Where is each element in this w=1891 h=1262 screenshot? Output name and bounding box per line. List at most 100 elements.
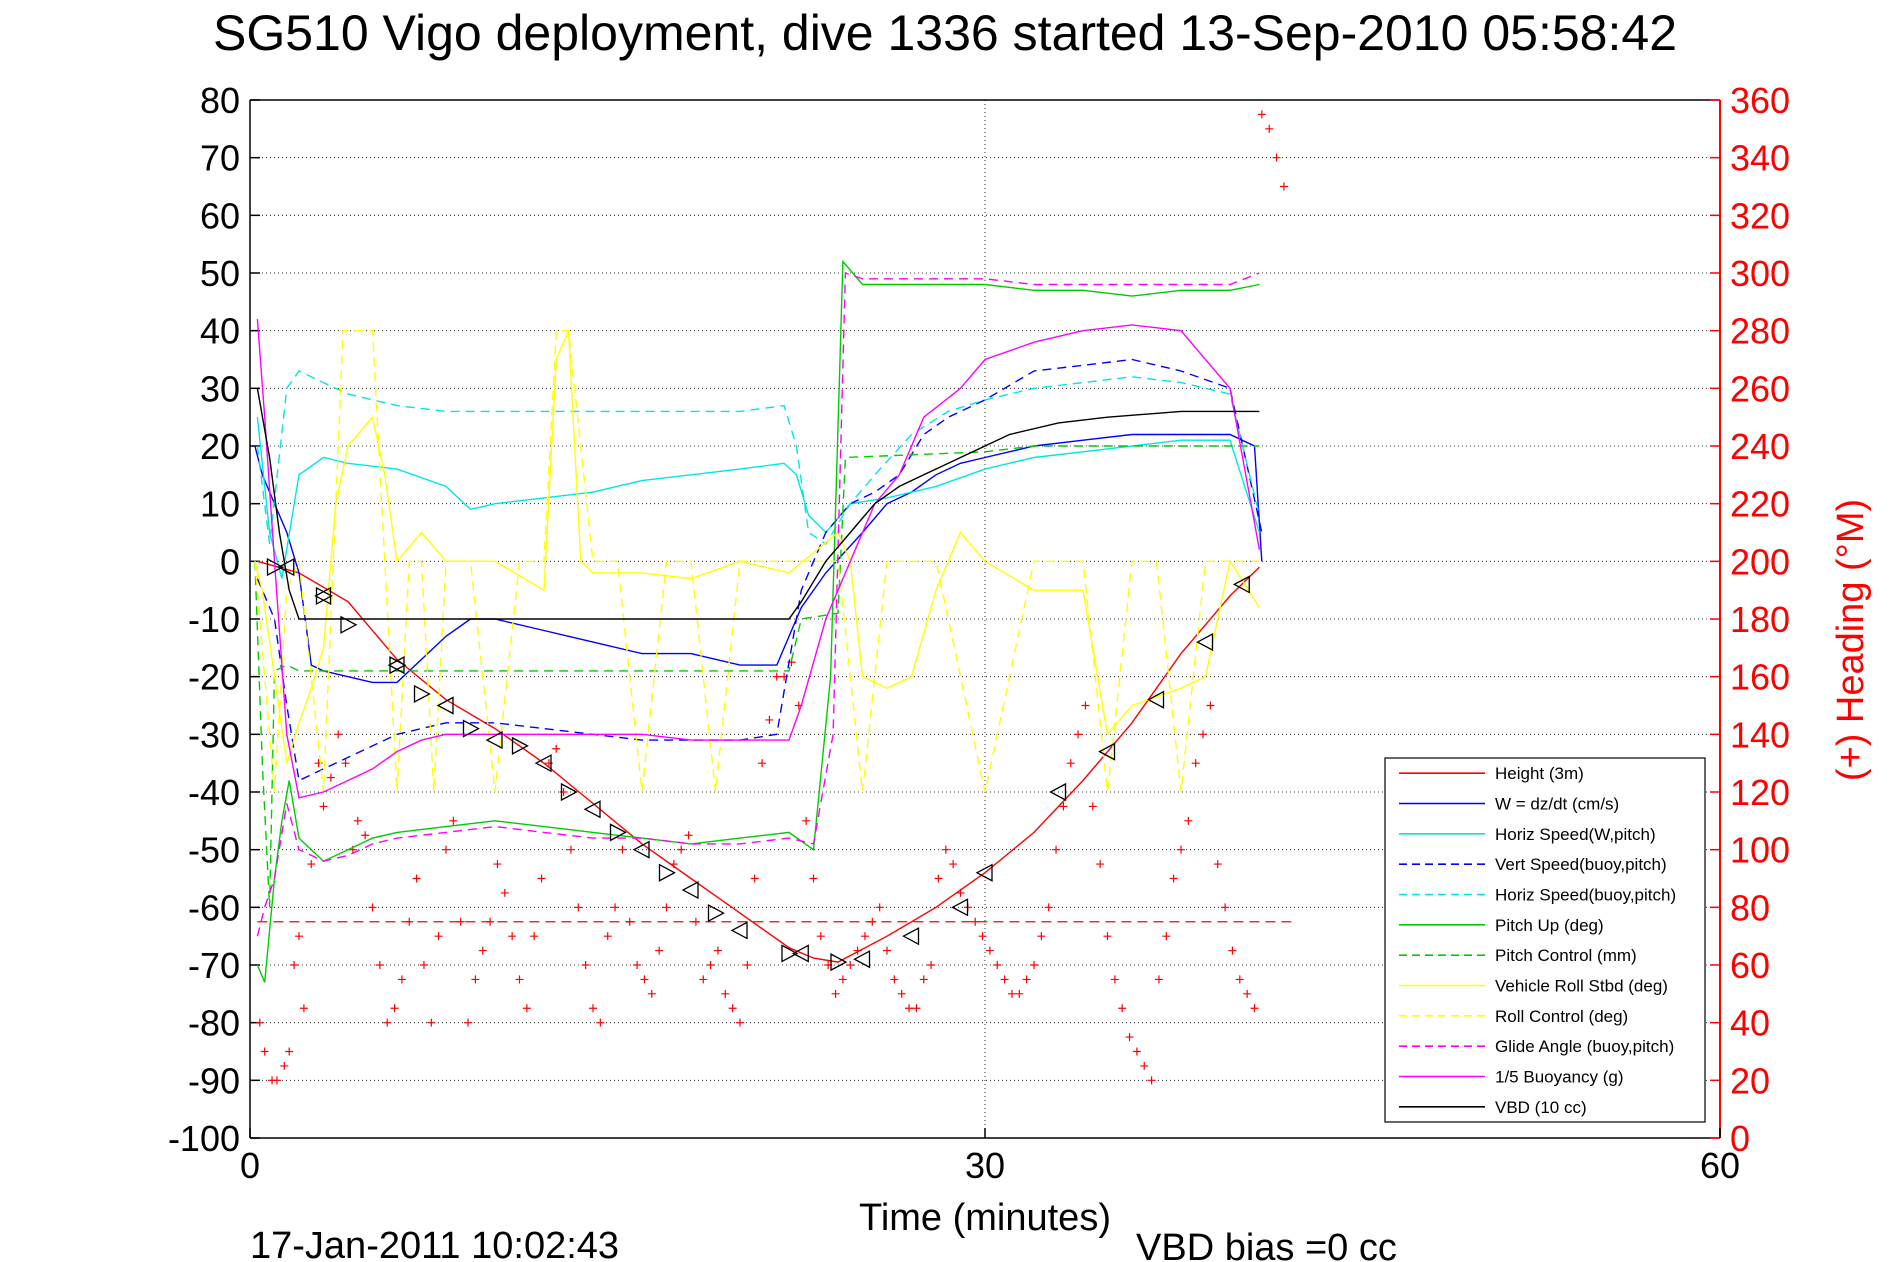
- heading-point: [625, 917, 634, 926]
- y-tick-label-left: -40: [188, 772, 240, 813]
- legend-label: Vehicle Roll Stbd (deg): [1495, 977, 1668, 996]
- heading-point: [611, 903, 620, 912]
- heading-point: [375, 961, 384, 969]
- heading-point: [802, 816, 811, 825]
- triangle-marker-left: [681, 880, 699, 900]
- y-tick-label-right: 80: [1730, 887, 1770, 928]
- heading-point: [456, 917, 465, 926]
- heading-point: [772, 672, 781, 681]
- series-line: [254, 330, 1260, 764]
- heading-point: [299, 1004, 308, 1013]
- y-tick-label-right: 240: [1730, 426, 1790, 467]
- legend-label: Horiz Speed(buoy,pitch): [1495, 886, 1676, 905]
- heading-point: [633, 961, 642, 969]
- heading-point: [1243, 989, 1252, 998]
- heading-point: [1125, 1033, 1134, 1042]
- heading-point: [566, 845, 575, 854]
- y-tick-label-right: 180: [1730, 599, 1790, 640]
- heading-point: [905, 1004, 914, 1013]
- triangle-marker-left: [485, 731, 503, 750]
- triangle-marker-right: [560, 782, 578, 802]
- series-line: [256, 388, 1260, 620]
- heading-point: [427, 1018, 436, 1027]
- heading-point: [478, 946, 487, 955]
- y-tick-label-right: 260: [1730, 368, 1790, 409]
- heading-point: [1132, 1047, 1141, 1056]
- heading-point: [1257, 110, 1266, 119]
- heading-point: [319, 802, 328, 811]
- y-tick-label-left: -60: [188, 887, 240, 928]
- heading-point: [897, 989, 906, 998]
- heading-point: [890, 975, 899, 984]
- heading-point: [1265, 124, 1274, 133]
- heading-point: [618, 845, 627, 854]
- triangle-marker-right: [658, 863, 676, 882]
- y-tick-label-right: 300: [1730, 253, 1790, 294]
- heading-point: [765, 715, 774, 724]
- heading-point: [838, 975, 847, 984]
- heading-point: [1184, 816, 1193, 825]
- heading-point: [530, 932, 539, 941]
- triangle-marker-left: [1232, 575, 1250, 594]
- triangle-marker-right: [511, 736, 529, 755]
- heading-point: [1088, 802, 1097, 811]
- heading-point: [1015, 989, 1024, 998]
- heading-point: [500, 888, 509, 897]
- heading-point: [647, 989, 656, 998]
- triangle-marker-left: [387, 656, 405, 675]
- y-tick-label-right: 220: [1730, 484, 1790, 525]
- y-tick-label-left: 30: [200, 368, 240, 409]
- heading-point: [368, 903, 377, 912]
- heading-point: [1037, 932, 1046, 941]
- heading-point: [434, 932, 443, 941]
- series-layer: [254, 110, 1292, 1085]
- heading-point: [846, 961, 855, 969]
- x-tick-label: 30: [965, 1145, 1005, 1186]
- right-axis-label: (+) Heading (°M): [1830, 499, 1872, 781]
- heading-point: [515, 975, 524, 984]
- legend-box: [1384, 757, 1706, 1123]
- heading-point: [280, 1061, 289, 1070]
- triangle-marker-left: [436, 696, 454, 715]
- heading-point: [1272, 153, 1281, 162]
- heading-point: [1007, 989, 1016, 998]
- heading-point: [912, 1004, 921, 1013]
- heading-point: [260, 1047, 269, 1056]
- legend-label: Horiz Speed(W,pitch): [1495, 825, 1656, 844]
- heading-point: [809, 874, 818, 883]
- heading-point: [1140, 1061, 1149, 1070]
- y-tick-label-right: 140: [1730, 714, 1790, 755]
- y-tick-label-left: 80: [200, 80, 240, 121]
- heading-point: [307, 860, 316, 869]
- x-tick-label: 0: [240, 1145, 260, 1186]
- y-tick-label-right: 280: [1730, 311, 1790, 352]
- series-line: [256, 319, 1261, 799]
- legend-label: Roll Control (deg): [1495, 1007, 1628, 1026]
- heading-point: [706, 961, 715, 969]
- y-tick-label-right: 0: [1730, 1118, 1750, 1159]
- y-tick-label-left: 70: [200, 138, 240, 179]
- heading-point: [1022, 975, 1031, 984]
- y-tick-label-right: 60: [1730, 945, 1770, 986]
- heading-point: [1177, 845, 1185, 854]
- heading-point: [314, 759, 323, 768]
- triangle-marker-right: [830, 953, 848, 972]
- y-tick-label-right: 320: [1730, 195, 1790, 236]
- heading-point: [290, 961, 299, 969]
- heading-point: [1074, 730, 1083, 739]
- heading-point: [255, 1018, 264, 1027]
- heading-point: [522, 1004, 531, 1013]
- axes: 80706050403020100-10-20-30-40-50-60-70-8…: [168, 80, 1790, 1186]
- heading-point: [361, 831, 370, 840]
- legend-label: Height (3m): [1495, 764, 1584, 783]
- heading-point: [442, 845, 450, 854]
- legend-label: Vert Speed(buoy,pitch): [1495, 855, 1667, 874]
- heading-point: [1162, 932, 1171, 941]
- triangle-marker-left: [1147, 690, 1165, 709]
- heading-point: [875, 903, 884, 912]
- heading-point: [1154, 975, 1163, 984]
- y-tick-label-right: 40: [1730, 1003, 1770, 1044]
- heading-point: [934, 874, 943, 883]
- triangle-marker-left: [277, 558, 295, 577]
